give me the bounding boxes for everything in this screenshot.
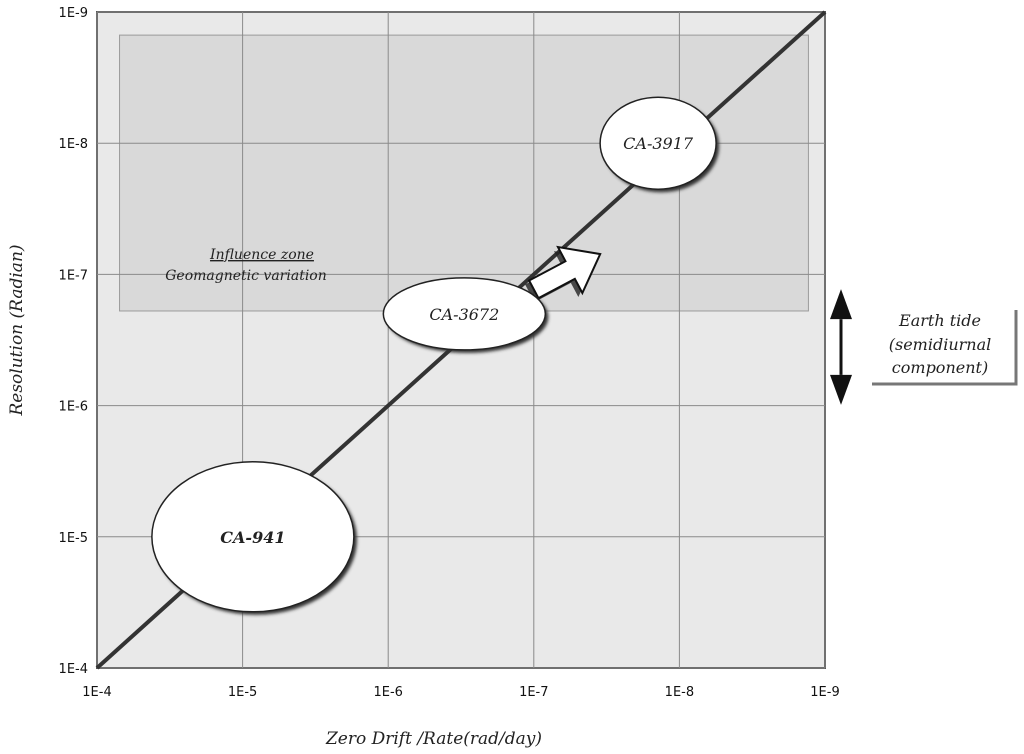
instrument-ca-3672: CA-3672 <box>382 277 547 351</box>
y-tick-label: 1E-5 <box>59 531 88 546</box>
y-tick-label: 1E-4 <box>59 662 88 677</box>
x-tick-label: 1E-6 <box>373 685 402 700</box>
earth-tide-arrow-down <box>830 374 852 405</box>
x-tick-label: 1E-4 <box>82 685 111 700</box>
instrument-ellipse <box>382 277 547 351</box>
y-axis-title: Resolution (Radian) <box>7 244 27 416</box>
x-axis-title: Zero Drift /Rate(rad/day) <box>325 729 542 749</box>
tick-labels: 1E-4 1E-5 1E-6 1E-7 1E-8 1E-9 1E-4 1E-5 1E-6 1E-7… <box>59 6 840 700</box>
instrument-ca-3917: CA-3917 <box>599 96 717 190</box>
y-tick-label: 1E-8 <box>59 137 88 152</box>
y-tick-label: 1E-7 <box>59 268 88 283</box>
influence-zone-subtitle: Geomagnetic variation <box>165 268 327 284</box>
earth-tide-label-line: (semidiurnal <box>889 335 991 354</box>
earth-tide-label-line: Earth tide <box>898 311 981 330</box>
y-tick-label: 1E-6 <box>59 400 88 415</box>
earth-tide: Earth tide (semidiurnal component) <box>830 289 1018 405</box>
instrument-ellipse <box>599 96 717 190</box>
x-tick-label: 1E-9 <box>810 685 839 700</box>
instrument-ellipse <box>151 461 355 613</box>
upgrade-arrow <box>525 245 602 303</box>
instrument-label: CA-941 <box>220 528 285 547</box>
instrument-ca-941: CA-941 <box>151 461 355 613</box>
influence-zone-title: Influence zone <box>209 247 314 263</box>
instrument-label: CA-3917 <box>623 134 694 153</box>
x-tick-label: 1E-7 <box>519 685 548 700</box>
influence-zone-labels: Influence zone Geomagnetic variation <box>165 247 327 284</box>
upgrade-arrow-shape <box>527 245 602 300</box>
instrument-label: CA-3672 <box>429 305 499 324</box>
earth-tide-box-shadow <box>872 310 1018 386</box>
x-tick-label: 1E-8 <box>665 685 694 700</box>
y-tick-label: 1E-9 <box>59 6 88 21</box>
instrument-ellipses: CA-941 CA-3672 CA-3917 <box>151 96 717 613</box>
earth-tide-label-line: component) <box>892 358 988 377</box>
x-tick-label: 1E-5 <box>228 685 257 700</box>
earth-tide-arrow-up <box>830 289 852 320</box>
